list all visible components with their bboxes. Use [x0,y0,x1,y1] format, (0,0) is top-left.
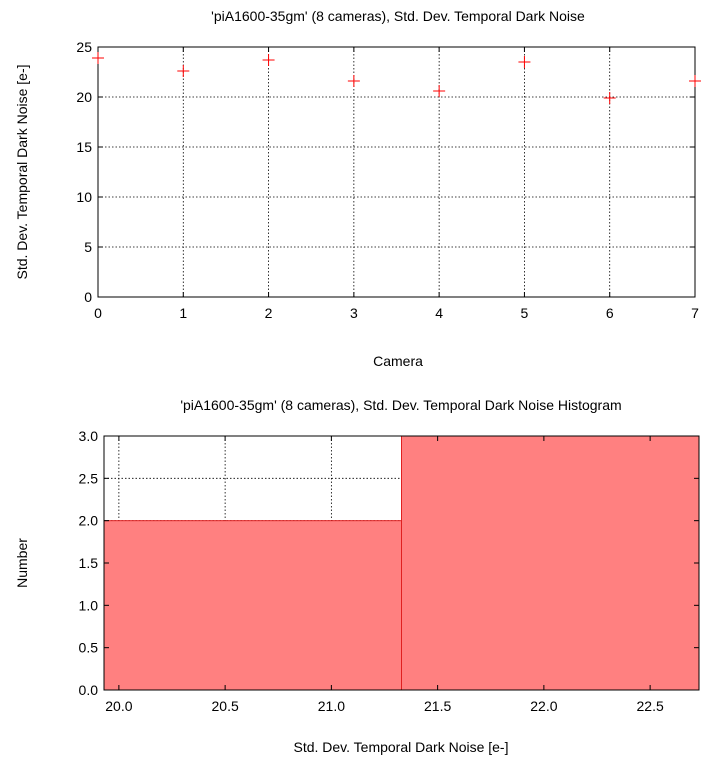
y-axis-label: Number [14,538,30,588]
data-point [689,75,701,87]
x-tick-label: 0 [94,305,102,321]
x-tick-label: 20.5 [212,698,239,714]
data-point [433,85,446,97]
y-tick-label: 20 [76,89,92,105]
x-tick-label: 3 [350,305,358,321]
x-axis-label: Camera [373,353,423,369]
y-tick-label: 2.0 [79,513,99,529]
x-tick-label: 22.0 [530,698,557,714]
data-point [347,75,360,87]
histogram-bar [401,435,700,691]
y-tick-label: 1.5 [79,555,99,571]
y-tick-label: 0 [84,289,92,305]
y-tick-label: 25 [76,39,92,55]
y-tick-label: 2.5 [79,470,99,486]
x-tick-label: 6 [606,305,614,321]
data-point [92,52,104,64]
scatter-plot: 0 1 2 3 4 5 6 7 0 5 10 15 20 25 'piA1600-35gm' (8 came… [14,8,701,369]
histogram-bar [103,520,402,691]
chart-title: 'piA1600-35gm' (8 cameras), Std. Dev. Te… [180,397,621,413]
x-tick-label: 7 [691,305,699,321]
x-tick-label: 21.0 [318,698,345,714]
x-tick-label: 2 [265,305,273,321]
plot-frame [97,46,696,298]
data-point [262,54,275,66]
data-point [177,65,190,77]
x-tick-label: 22.5 [637,698,664,714]
y-tick-label: 0.5 [79,640,99,656]
x-tick-label: 20.0 [105,698,132,714]
y-tick-label: 0.0 [79,682,99,698]
x-tick-label: 1 [179,305,187,321]
y-tick-label: 3.0 [79,428,99,444]
y-tick-label: 5 [84,239,92,255]
y-tick-label: 15 [76,139,92,155]
x-tick-label: 4 [435,305,443,321]
chart-title: 'piA1600-35gm' (8 cameras), Std. Dev. Te… [211,8,585,24]
x-axis-label: Std. Dev. Temporal Dark Noise [e-] [293,739,508,755]
y-tick-label: 10 [76,189,92,205]
y-axis-label: Std. Dev. Temporal Dark Noise [e-] [14,64,30,279]
y-tick-label: 1.0 [79,597,99,613]
x-tick-label: 5 [521,305,529,321]
histogram-plot: 20.0 20.5 21.0 21.5 22.0 22.5 0.0 0.5 1.0 1.5 2.0 2… [14,397,700,755]
x-tick-label: 21.5 [424,698,451,714]
data-point [518,56,531,68]
data-point [603,92,616,104]
